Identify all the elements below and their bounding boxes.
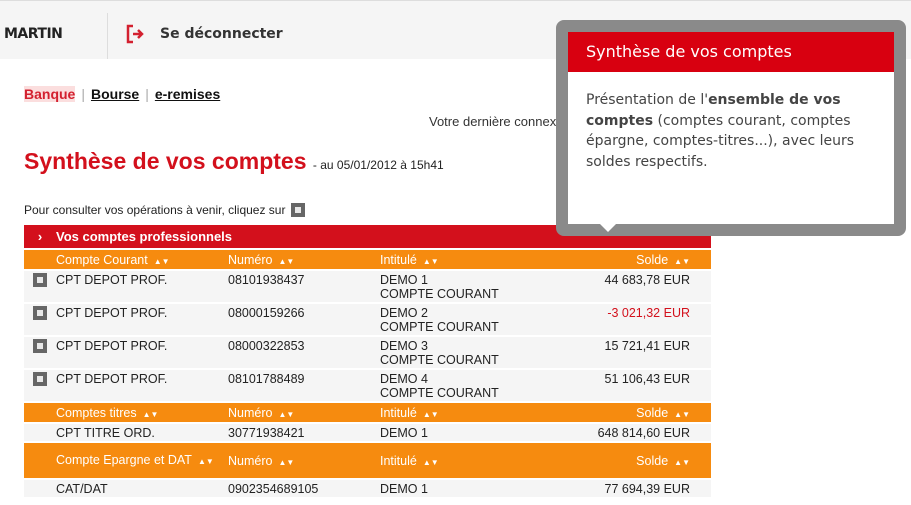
sort-icon: ▲▼: [674, 409, 690, 419]
table-row[interactable]: CPT DEPOT PROF. 08101938437 DEMO 1 COMPTE…: [24, 269, 711, 302]
column-header[interactable]: Numéro ▲▼: [228, 453, 295, 468]
account-number: 08000159266: [228, 306, 305, 320]
account-type: CPT DEPOT PROF.: [56, 372, 168, 386]
sort-icon: ▲▼: [278, 409, 295, 419]
sort-icon: ▲▼: [422, 457, 439, 467]
nav-e-remises[interactable]: e-remises: [154, 86, 221, 102]
sort-icon: ▲▼: [422, 409, 439, 419]
sort-icon: ▲▼: [142, 409, 159, 419]
hint: Pour consulter vos opérations à venir, c…: [24, 203, 306, 217]
details-square-icon[interactable]: [33, 306, 47, 320]
account-number: 30771938421: [228, 426, 305, 440]
column-header[interactable]: Numéro ▲▼: [228, 405, 295, 420]
account-label: DEMO 1: [380, 482, 428, 496]
column-header[interactable]: Comptes titres ▲▼: [56, 405, 159, 420]
tooltip-body: Présentation de l'ensemble de vos compte…: [586, 92, 855, 170]
account-number: 08101938437: [228, 273, 305, 287]
page-title: Synthèse de vos comptes - au 05/01/2012 …: [24, 148, 444, 174]
table-row[interactable]: CAT/DAT 0902354689105 DEMO 1 77 694,39 E…: [24, 478, 711, 497]
details-square-icon[interactable]: [33, 372, 47, 386]
account-balance: 44 683,78 EUR: [604, 273, 690, 287]
table-row[interactable]: CPT DEPOT PROF. 08000159266 DEMO 2 COMPTE…: [24, 302, 711, 335]
chevron-right-icon: ›: [37, 229, 43, 244]
column-header[interactable]: Intitulé ▲▼: [380, 405, 439, 420]
sort-icon: ▲▼: [674, 457, 690, 467]
nav-banque[interactable]: Banque: [24, 86, 76, 102]
user-name: MARTIN: [4, 26, 63, 42]
account-label: DEMO 4 COMPTE COURANT: [380, 372, 499, 400]
account-label: DEMO 1 COMPTE COURANT: [380, 273, 499, 301]
table-row[interactable]: CPT DEPOT PROF. 08000322853 DEMO 3 COMPTE…: [24, 335, 711, 368]
column-header[interactable]: Solde ▲▼: [636, 453, 690, 468]
sort-icon: ▲▼: [197, 456, 214, 466]
account-balance: 648 814,60 EUR: [597, 426, 690, 440]
column-header-row: Compte Courant ▲▼ Numéro ▲▼ Intitulé ▲▼ Solde ▲…: [24, 248, 711, 269]
account-type: CPT TITRE ORD.: [56, 426, 155, 440]
account-balance: 15 721,41 EUR: [604, 339, 690, 353]
column-header[interactable]: Solde ▲▼: [636, 405, 690, 420]
details-square-icon[interactable]: [291, 203, 306, 217]
nav-bourse[interactable]: Bourse: [90, 86, 140, 102]
account-balance: -3 021,32 EUR: [607, 306, 690, 320]
column-header[interactable]: Numéro ▲▼: [228, 252, 295, 267]
last-connection: Votre dernière connexion: [429, 114, 574, 129]
divider: [107, 13, 108, 59]
column-header[interactable]: Compte Epargne et DAT ▲▼: [56, 452, 214, 467]
sort-icon: ▲▼: [278, 256, 295, 266]
details-square-icon[interactable]: [33, 273, 47, 287]
tooltip: Synthèse de vos comptes Présentation de …: [556, 20, 906, 236]
account-type: CPT DEPOT PROF.: [56, 306, 168, 320]
page-date: - au 05/01/2012 à 15h41: [312, 158, 444, 172]
sort-icon: ▲▼: [153, 256, 170, 266]
section-header[interactable]: › Vos comptes professionnels: [24, 225, 711, 248]
logout-label: Se déconnecter: [160, 26, 283, 42]
account-number: 08101788489: [228, 372, 305, 386]
details-square-icon[interactable]: [33, 339, 47, 353]
column-header[interactable]: Solde ▲▼: [636, 252, 690, 267]
logout-button[interactable]: Se déconnecter: [124, 23, 283, 45]
sort-icon: ▲▼: [278, 457, 295, 467]
account-type: CPT DEPOT PROF.: [56, 339, 168, 353]
column-header[interactable]: Compte Courant ▲▼: [56, 252, 170, 267]
column-header-row: Comptes titres ▲▼ Numéro ▲▼ Intitulé ▲▼ Solde ▲…: [24, 401, 711, 422]
column-header[interactable]: Intitulé ▲▼: [380, 252, 439, 267]
section-nav: Banque | Bourse | e-remises: [24, 86, 221, 102]
account-type: CAT/DAT: [56, 482, 108, 496]
sort-icon: ▲▼: [674, 256, 690, 266]
sort-icon: ▲▼: [422, 256, 439, 266]
table-row[interactable]: CPT DEPOT PROF. 08101788489 DEMO 4 COMPTE…: [24, 368, 711, 401]
table-row[interactable]: CPT TITRE ORD. 30771938421 DEMO 1 648 81…: [24, 422, 711, 441]
account-label: DEMO 3 COMPTE COURANT: [380, 339, 499, 367]
column-header[interactable]: Intitulé ▲▼: [380, 453, 439, 468]
account-balance: 51 106,43 EUR: [604, 372, 690, 386]
logout-icon: [126, 24, 144, 44]
account-number: 08000322853: [228, 339, 305, 353]
tooltip-arrow: [600, 224, 616, 232]
accounts-table: › Vos comptes professionnels Compte Coura…: [24, 225, 711, 497]
account-balance: 77 694,39 EUR: [604, 482, 690, 496]
tooltip-title: Synthèse de vos comptes: [568, 32, 894, 72]
account-type: CPT DEPOT PROF.: [56, 273, 168, 287]
column-header-row: Compte Epargne et DAT ▲▼ Numéro ▲▼ Intitulé ▲…: [24, 441, 711, 478]
account-label: DEMO 2 COMPTE COURANT: [380, 306, 499, 334]
account-number: 0902354689105: [228, 482, 319, 496]
account-label: DEMO 1: [380, 426, 428, 440]
